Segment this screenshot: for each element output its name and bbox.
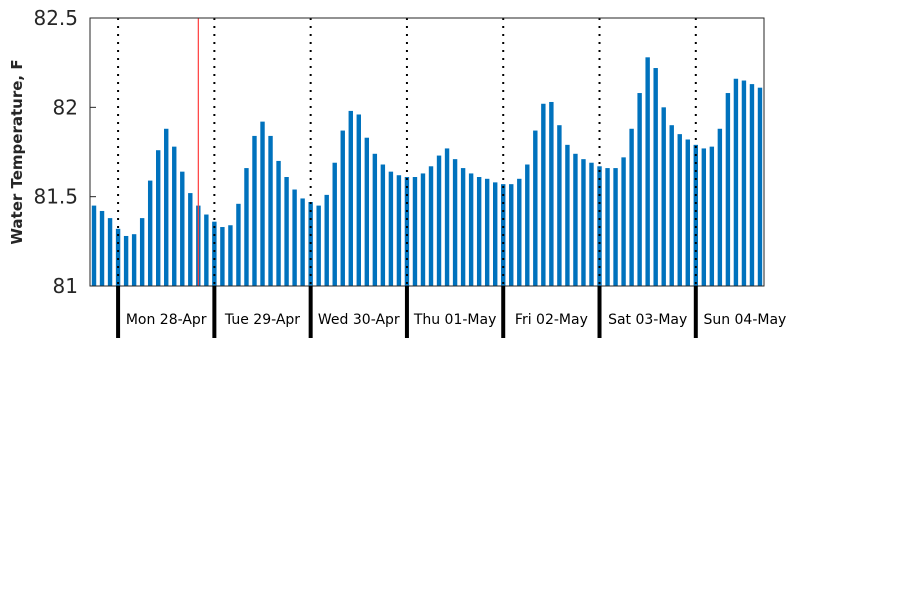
data-bar — [613, 168, 618, 286]
data-bar — [533, 130, 538, 286]
data-bar — [131, 234, 137, 286]
data-bar — [316, 205, 321, 286]
data-bar — [172, 146, 177, 286]
data-bar — [677, 134, 682, 286]
data-bar — [300, 198, 305, 286]
y-tick-label: 81 — [53, 274, 78, 298]
day-label: Thu 01-May — [413, 312, 497, 328]
data-bar — [372, 153, 378, 286]
data-bar — [709, 146, 715, 286]
data-bar — [621, 157, 626, 286]
data-bar — [164, 128, 169, 286]
data-bar — [332, 162, 337, 286]
y-tick-label: 82 — [53, 95, 78, 119]
data-bar — [661, 107, 666, 286]
data-bar — [565, 144, 570, 286]
data-bar — [308, 202, 313, 286]
data-bar — [260, 121, 265, 286]
data-bar — [228, 225, 233, 286]
data-bar — [573, 153, 578, 286]
y-axis: 81 81.5 82 82.5 — [33, 6, 96, 298]
data-bar — [147, 180, 153, 286]
data-bar — [324, 194, 329, 286]
data-bar — [428, 166, 434, 286]
data-bar — [444, 148, 450, 286]
day-label: Tue 29-Apr — [224, 312, 300, 328]
data-bar — [220, 227, 225, 286]
data-bar — [292, 189, 297, 286]
data-bar — [669, 125, 674, 286]
day-label: Sun 04-May — [703, 312, 786, 328]
data-bar — [749, 84, 755, 286]
data-bar — [509, 184, 514, 286]
data-bar — [236, 203, 241, 286]
data-bar — [139, 218, 145, 286]
data-bar — [436, 155, 442, 286]
data-bar — [107, 218, 113, 286]
data-bar — [380, 164, 386, 286]
data-bar — [637, 93, 642, 286]
data-bar — [452, 159, 458, 286]
data-bar — [493, 182, 498, 286]
data-bar — [725, 93, 731, 286]
day-label: Sat 03-May — [608, 312, 687, 328]
x-axis-day-separators: Mon 28-Apr Tue 29-Apr Wed 30-Apr Thu 01-May… — [116, 286, 786, 338]
day-label: Fri 02-May — [515, 312, 588, 328]
plot-frame — [89, 17, 765, 287]
data-bar — [757, 87, 763, 287]
data-bar — [388, 171, 394, 286]
data-bar — [188, 193, 193, 286]
data-bar — [541, 103, 546, 286]
data-bar — [741, 80, 747, 286]
data-bar — [123, 235, 129, 286]
data-bar — [693, 144, 698, 286]
data-bar — [356, 114, 361, 286]
data-bar — [99, 210, 105, 286]
data-bar — [589, 162, 594, 286]
data-bar — [180, 171, 185, 286]
data-bar — [420, 173, 426, 286]
day-label: Wed 30-Apr — [318, 312, 400, 328]
data-bar — [685, 139, 690, 286]
data-bar — [645, 57, 650, 287]
data-bar — [396, 175, 402, 286]
y-axis-label: Water Temperature, F — [8, 59, 26, 244]
data-bar — [484, 178, 490, 286]
data-bar — [581, 159, 586, 286]
bars-layer — [91, 57, 763, 287]
data-bar — [517, 178, 522, 286]
data-bar — [276, 160, 281, 286]
data-bar — [115, 228, 121, 286]
day-label: Mon 28-Apr — [126, 312, 207, 328]
data-bar — [268, 135, 273, 286]
y-tick-label: 81.5 — [33, 185, 78, 209]
data-bar — [733, 78, 739, 286]
data-bar — [629, 128, 634, 286]
data-bar — [549, 101, 554, 286]
data-bar — [605, 168, 610, 286]
data-bar — [284, 177, 289, 286]
data-bar — [468, 173, 474, 286]
data-bar — [244, 168, 249, 286]
data-bar — [701, 148, 707, 286]
data-bar — [476, 177, 482, 286]
data-bar — [412, 177, 418, 286]
data-bar — [156, 150, 161, 286]
data-bar — [204, 214, 209, 286]
data-bar — [348, 110, 353, 286]
data-bar — [557, 125, 562, 286]
data-bar — [364, 137, 370, 286]
y-tick-label: 82.5 — [33, 6, 78, 30]
data-bar — [717, 128, 723, 286]
data-bar — [91, 205, 97, 286]
data-bar — [252, 135, 257, 286]
data-bar — [404, 177, 410, 286]
data-bar — [212, 221, 217, 286]
data-bar — [525, 164, 530, 286]
data-bar — [460, 168, 466, 286]
data-bar — [340, 130, 345, 286]
data-bar — [653, 68, 658, 286]
